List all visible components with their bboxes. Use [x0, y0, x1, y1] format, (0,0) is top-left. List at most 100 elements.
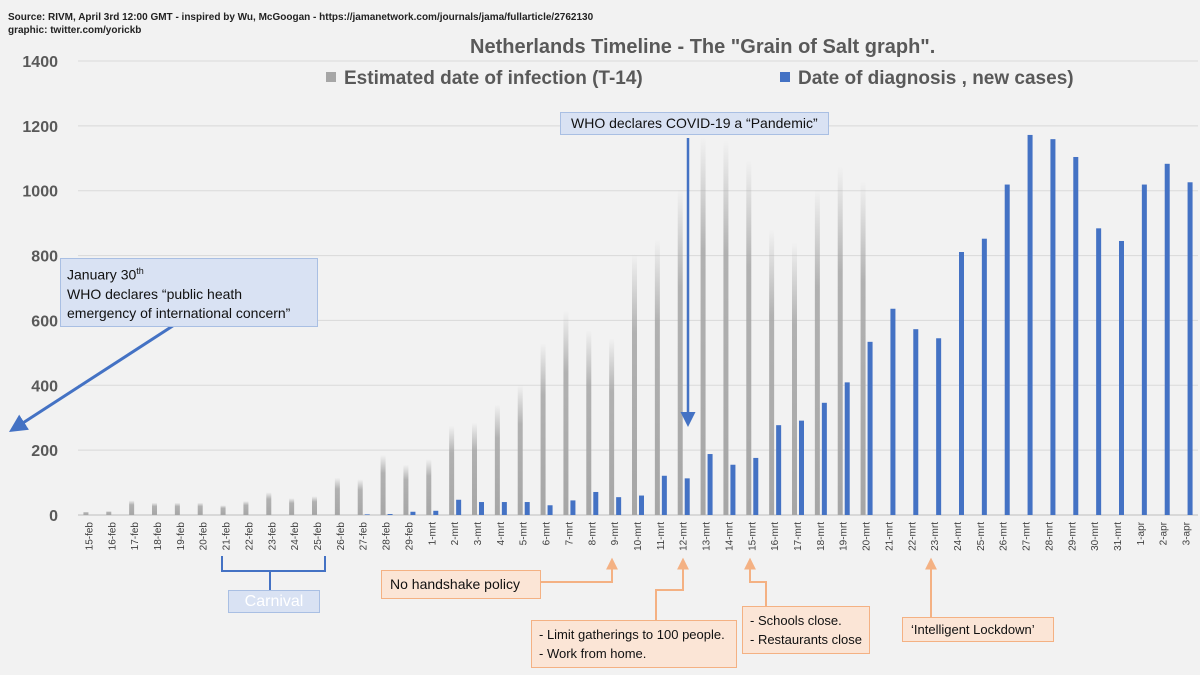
x-tick-label: 3-apr: [1182, 521, 1193, 545]
x-tick-label: 21-mrt: [884, 522, 895, 551]
bar-infection: [677, 189, 683, 516]
bar-diagnosis: [410, 511, 416, 515]
x-tick-label: 8-mrt: [587, 522, 598, 546]
bar-diagnosis: [1027, 134, 1033, 516]
legend-swatch-diagnosis: [780, 72, 790, 82]
x-tick-label: 1-apr: [1136, 521, 1147, 545]
carnival-label: Carnival: [228, 590, 320, 613]
x-tick-label: 4-mrt: [496, 522, 507, 546]
bar-infection: [174, 502, 180, 515]
legend-swatch-infection: [326, 72, 336, 82]
x-tick-label: 16-mrt: [770, 522, 781, 551]
bar-infection: [380, 455, 386, 515]
who-emergency-line3: emergency of international concern”: [67, 304, 291, 321]
bar-infection: [609, 338, 615, 515]
bar-diagnosis: [1050, 139, 1056, 515]
bar-diagnosis: [1073, 156, 1079, 515]
bar-infection: [220, 505, 226, 515]
bar-infection: [289, 498, 295, 515]
x-tick-label: 23-mrt: [930, 522, 941, 551]
bar-infection: [837, 166, 843, 515]
who-emergency-arrow: [8, 316, 186, 432]
bar-diagnosis: [570, 500, 576, 515]
schools-connector: [744, 557, 767, 606]
bar-diagnosis: [364, 514, 370, 515]
schools-annotation: - Schools close. - Restaurants close: [742, 606, 870, 654]
bar-infection: [632, 253, 637, 515]
x-tick-label: 22-feb: [244, 522, 255, 551]
bar-infection: [83, 511, 89, 515]
x-tick-label: 25-feb: [313, 522, 324, 551]
gatherings-connector: [655, 557, 689, 620]
bar-diagnosis: [867, 341, 873, 515]
chart-title: Netherlands Timeline - The "Grain of Sal…: [470, 36, 936, 58]
x-tick-label: 24-mrt: [953, 522, 964, 551]
carnival-bracket: [221, 556, 326, 590]
annotation-connectors: [8, 138, 937, 620]
x-tick-label: 29-mrt: [1067, 522, 1078, 551]
x-tick-label: 25-mrt: [976, 522, 987, 551]
x-tick-label: 12-mrt: [679, 522, 690, 551]
x-tick-label: 16-feb: [107, 522, 118, 551]
x-tick-label: 20-mrt: [862, 522, 873, 551]
bar-infection: [517, 385, 523, 515]
y-tick-label: 800: [31, 249, 58, 266]
bar-diagnosis: [730, 464, 736, 515]
lockdown-annotation: ‘Intelligent Lockdown’: [902, 617, 1054, 642]
bar-diagnosis: [1119, 240, 1124, 515]
bar-diagnosis: [639, 495, 644, 515]
bar-diagnosis: [547, 505, 553, 515]
x-tick-label: 17-feb: [130, 522, 141, 551]
x-tick-label: 18-feb: [153, 522, 164, 551]
y-tick-label: 1200: [22, 119, 58, 136]
x-tick-label: 26-feb: [336, 522, 347, 551]
x-tick-label: 2-apr: [1159, 521, 1170, 545]
bar-diagnosis: [1187, 182, 1193, 516]
bar-diagnosis: [959, 252, 964, 516]
bar-diagnosis: [1164, 163, 1170, 515]
bar-infection: [266, 492, 272, 515]
graphic-credit: graphic: twitter.com/yorickb: [8, 25, 142, 36]
x-tick-label: 19-feb: [176, 522, 187, 551]
bar-infection: [494, 404, 500, 515]
x-tick-label: 14-mrt: [724, 522, 735, 551]
bar-infection: [426, 459, 432, 515]
bar-diagnosis: [776, 425, 782, 515]
bar-infection: [746, 159, 752, 515]
x-tick-label: 2-mrt: [450, 522, 461, 546]
x-tick-label: 26-mrt: [999, 522, 1010, 551]
bars-layer: [83, 134, 1193, 516]
x-tick-label: 27-feb: [359, 522, 370, 551]
x-tick-label: 21-feb: [222, 522, 233, 551]
x-tick-label: 29-feb: [404, 522, 415, 551]
bar-infection: [769, 229, 775, 515]
x-tick-label: 23-feb: [267, 522, 278, 551]
who-emergency-date-suffix: th: [136, 266, 144, 276]
bar-diagnosis: [1141, 184, 1147, 515]
bar-diagnosis: [616, 497, 622, 515]
x-tick-label: 9-mrt: [610, 522, 621, 546]
x-tick-label: 20-feb: [199, 522, 210, 551]
x-tick-label: 15-feb: [84, 522, 95, 551]
who-pandemic-annotation: WHO declares COVID-19 a “Pandemic”: [560, 112, 829, 135]
y-tick-label: 1000: [22, 184, 58, 201]
bar-infection: [586, 330, 592, 515]
bar-infection: [723, 140, 729, 515]
schools-line1: - Schools close.: [750, 613, 842, 628]
bar-infection: [152, 502, 157, 515]
source-line: Source: RIVM, April 3rd 12:00 GMT - insp…: [8, 12, 594, 23]
bar-infection: [312, 496, 317, 515]
y-tick-label: 1400: [22, 54, 58, 71]
y-tick-label: 600: [31, 313, 58, 330]
bar-infection: [814, 189, 820, 516]
x-tick-label: 28-mrt: [1044, 522, 1055, 551]
x-tick-label: 10-mrt: [633, 522, 644, 551]
x-tick-label: 28-feb: [382, 522, 393, 551]
bar-diagnosis: [661, 475, 667, 515]
bar-infection: [106, 511, 112, 515]
schools-line2: - Restaurants close: [750, 632, 862, 647]
bar-infection: [860, 180, 866, 515]
bar-infection: [403, 464, 409, 515]
